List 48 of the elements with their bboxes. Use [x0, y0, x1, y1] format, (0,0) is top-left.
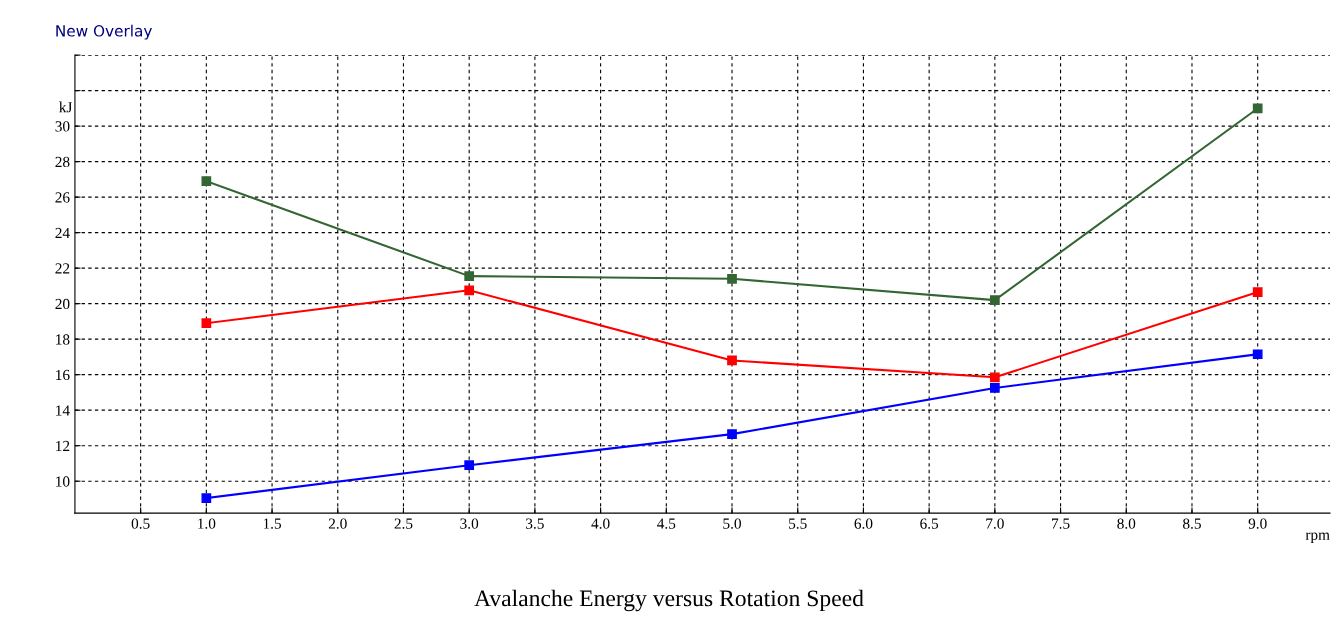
x-tick-label: 2.5 [394, 518, 413, 529]
point [201, 176, 212, 187]
x-tick-label: 6.5 [920, 518, 939, 529]
x-axis-title: rpm [1305, 532, 1330, 544]
text: Avalanche Energy versus Rotation Speed [474, 589, 864, 612]
x-tick-label: 1.0 [198, 518, 216, 529]
point [727, 273, 737, 284]
y-tick-label: 22 [55, 263, 70, 274]
y-tick-label: 24 [55, 227, 70, 238]
point [727, 355, 737, 366]
x-tick-label: 7.5 [1052, 518, 1070, 529]
x-tick-label: 3.5 [526, 518, 544, 529]
point [464, 285, 475, 296]
y-tick-label: 10 [56, 476, 70, 487]
x-tick-label: 8.5 [1183, 518, 1201, 529]
x-tick-label: 1.5 [263, 518, 282, 529]
chart-subtitle: New Overlay [56, 24, 152, 40]
y-tick-label: 18 [56, 334, 70, 345]
point [1252, 287, 1263, 297]
point [1252, 103, 1263, 114]
x-tick-label: 4.0 [591, 518, 610, 529]
point [464, 460, 475, 471]
x-tick-label: 7.0 [986, 518, 1004, 529]
x-tick-label: 9.0 [1248, 518, 1267, 529]
x-tick-label: 3.0 [460, 518, 479, 529]
point [464, 271, 475, 281]
point [989, 372, 1000, 383]
x-tick-label: 6.0 [854, 518, 873, 529]
y-axis-title: kJ [59, 101, 73, 113]
y-tick-label: 16 [56, 369, 70, 381]
y-tick-label: 14 [56, 405, 70, 416]
x-tick-label: 8.0 [1117, 518, 1136, 529]
point [989, 295, 1000, 305]
y-tick-label: 28 [55, 156, 70, 168]
point [201, 318, 212, 329]
x-tick-label: 2.0 [328, 518, 347, 529]
point [1252, 349, 1263, 360]
y-tick-label: 12 [56, 440, 70, 451]
x-tick-label: 5.5 [789, 518, 807, 529]
x-tick-label: 0.5 [131, 518, 150, 529]
x-tick-label: 4.5 [657, 518, 676, 529]
y-tick-label: 26 [55, 192, 70, 203]
y-tick-label: 30 [55, 121, 70, 132]
point [201, 493, 212, 503]
x-tick-label: 5.0 [723, 518, 741, 529]
point [989, 383, 1000, 393]
point [727, 429, 737, 440]
y-tick-label: 20 [55, 298, 70, 310]
